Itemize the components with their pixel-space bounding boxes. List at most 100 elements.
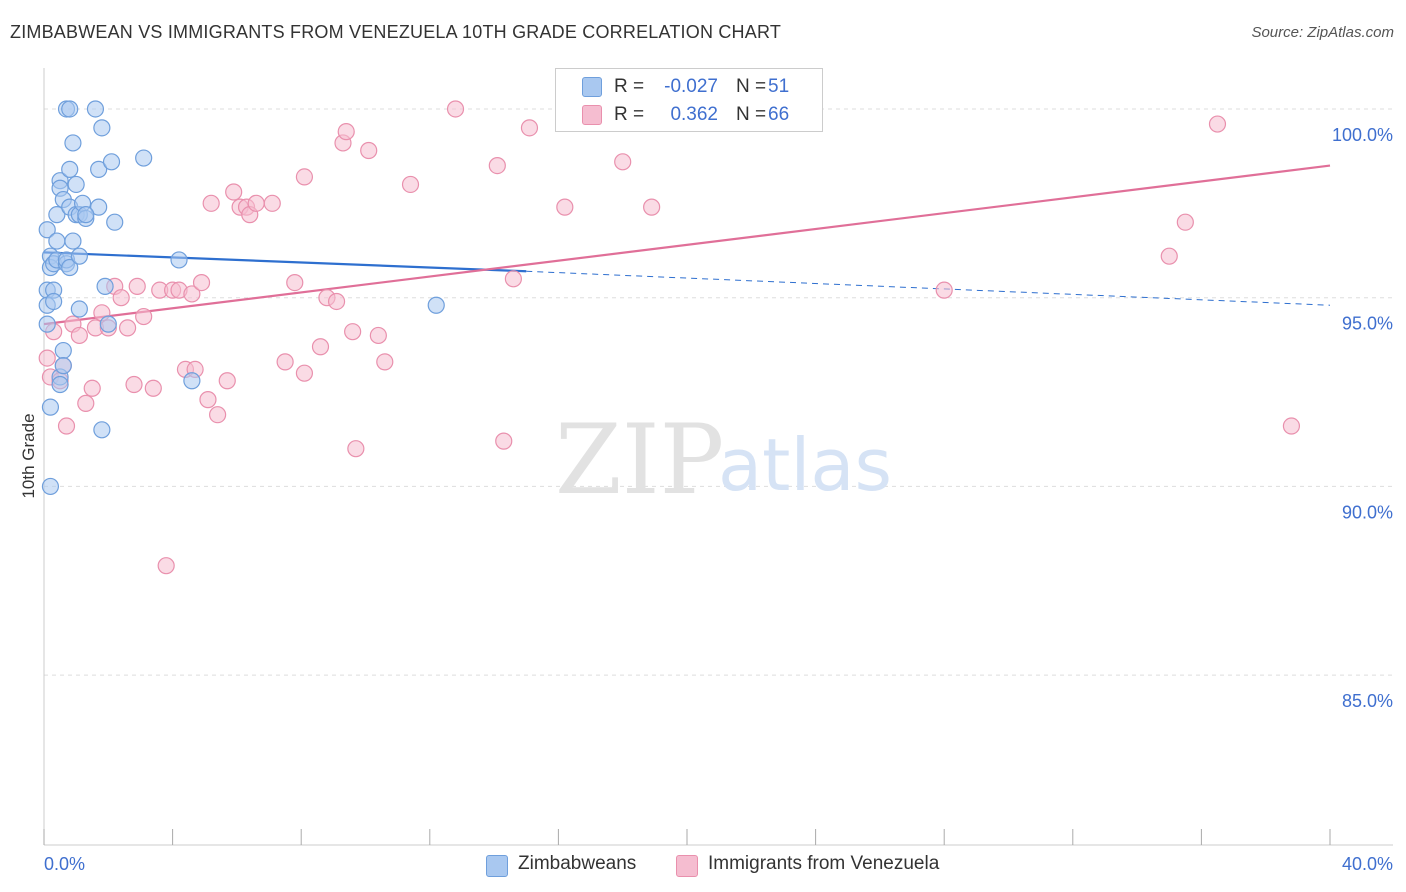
chart-title: ZIMBABWEAN VS IMMIGRANTS FROM VENEZUELA … [10,22,782,42]
point-venezuela [286,273,304,292]
point-zimbabweans [54,341,72,360]
point-zimbabweans [61,160,79,178]
point-venezuela [247,194,265,212]
point-venezuela [83,379,101,397]
point-zimbabweans [54,357,72,375]
point-venezuela [401,175,420,194]
point-venezuela [157,557,175,575]
y-tick-label: 100.0% [1332,125,1393,145]
legend-swatch-blue [582,77,602,97]
point-venezuela [360,141,378,160]
point-venezuela [199,391,217,409]
legend-r-value: 0.362 [670,104,718,125]
point-venezuela [218,372,236,390]
legend-row-zimbabweans: R = -0.027 N = 51 [556,72,822,100]
point-venezuela [183,285,201,303]
point-zimbabweans [51,375,69,394]
legend-n-label: N = [736,104,767,125]
point-zimbabweans [64,232,82,250]
point-venezuela [77,394,95,412]
point-venezuela [311,338,330,356]
point-venezuela [128,277,146,295]
point-venezuela [57,417,76,435]
point-venezuela [344,323,362,341]
point-zimbabweans [86,100,105,118]
point-zimbabweans [38,315,56,333]
point-venezuela [446,100,465,118]
point-venezuela [376,353,394,371]
y-tick-label: 85.0% [1342,691,1393,711]
point-zimbabweans [41,477,60,496]
legend-r-value: -0.027 [664,76,718,97]
trend-line-zimbabweans [43,251,527,273]
bottom-legend-swatch-blue [486,855,508,877]
point-venezuela [495,432,513,450]
point-zimbabweans [90,198,108,216]
trend-line-zimbabweans-extension [526,270,1331,306]
axis-labels: 10th Grade 0.0% 40.0% 85.0% 90.0% 95.0% 100… [19,125,1393,874]
point-venezuela [225,183,243,201]
point-zimbabweans [70,247,88,265]
point-venezuela [118,319,137,337]
legend-n-label: N = [736,76,767,97]
trend-line-venezuela [43,164,1331,326]
point-zimbabweans [90,160,108,178]
point-venezuela [1282,417,1301,435]
point-zimbabweans [38,221,56,239]
point-venezuela [614,153,632,171]
source-credit: Source: ZipAtlas.com [1251,24,1394,41]
point-zimbabweans [427,296,445,314]
watermark-zip: ZIP [555,404,724,516]
point-zimbabweans [99,315,117,333]
point-venezuela [295,364,314,382]
data-points [38,100,1301,575]
y-tick-label: 95.0% [1342,314,1393,334]
point-zimbabweans [135,149,153,167]
point-venezuela [263,194,281,212]
stats-legend: R = -0.027 N = 51 R = 0.362 N = 66 [555,68,823,132]
point-zimbabweans [106,213,124,231]
point-venezuela [347,440,365,458]
point-zimbabweans [61,258,79,277]
point-venezuela [144,379,162,397]
point-zimbabweans [61,100,79,118]
point-zimbabweans [45,292,63,311]
point-zimbabweans [93,421,111,439]
point-zimbabweans [170,251,188,269]
grid-lines [44,108,1393,676]
y-tick-label: 90.0% [1342,502,1393,522]
point-venezuela [504,270,522,288]
point-venezuela [125,375,143,394]
legend-n-value: 51 [768,76,790,97]
point-zimbabweans [77,206,95,224]
point-venezuela [70,326,88,345]
point-zimbabweans [64,134,82,152]
point-zimbabweans [183,372,201,390]
point-zimbabweans [93,119,111,137]
point-venezuela [1160,247,1178,265]
trend-lines [43,164,1331,326]
watermark: ZIP atlas [555,404,892,516]
legend-swatch-pink [582,105,602,125]
point-venezuela [935,281,953,299]
point-venezuela [135,307,153,326]
point-venezuela [295,168,314,186]
legend-row-venezuela: R = 0.362 N = 66 [556,100,822,128]
point-zimbabweans [41,398,60,416]
x-tick-label-min: 0.0% [44,854,85,874]
point-zimbabweans [48,232,66,250]
legend-n-value: 66 [768,104,790,125]
y-axis-label: 10th Grade [19,413,38,498]
point-venezuela [112,289,130,307]
axes [43,68,1393,846]
point-zimbabweans [102,153,121,171]
point-zimbabweans [96,277,114,295]
point-venezuela [202,194,220,212]
point-zimbabweans [67,175,85,194]
point-venezuela [1208,115,1227,133]
point-venezuela [556,198,574,216]
legend-r-label: R = [614,104,645,125]
point-venezuela [520,119,539,137]
point-venezuela [488,156,506,175]
point-zimbabweans [48,206,66,224]
